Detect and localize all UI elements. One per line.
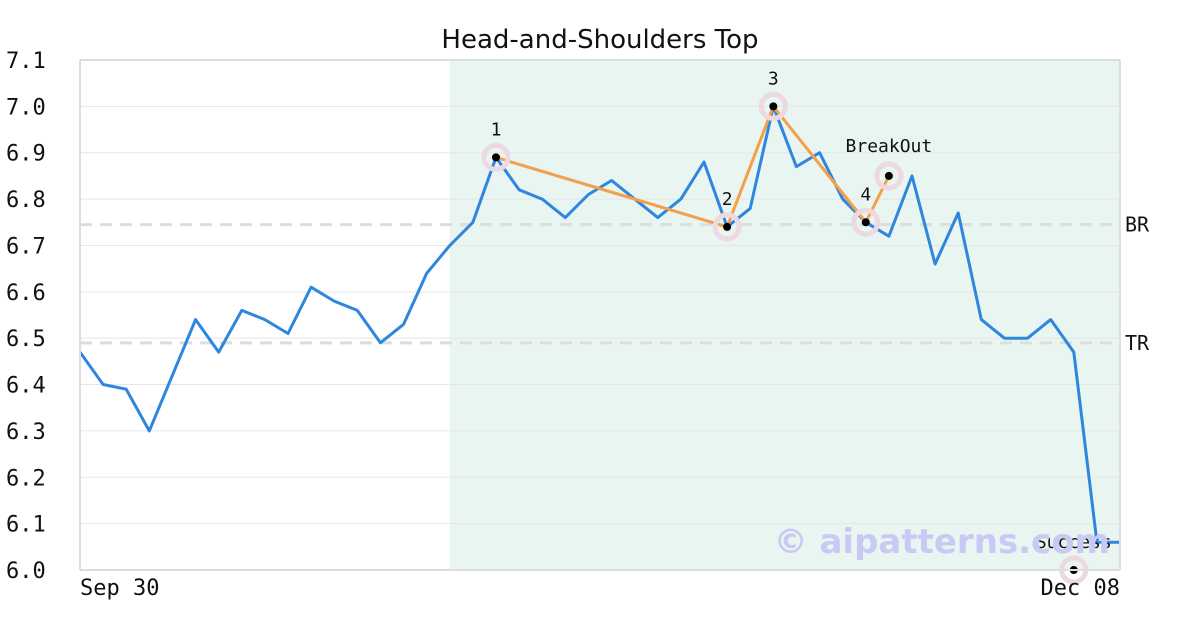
marker-label: 3 [768, 68, 779, 89]
y-tick-label: 6.4 [6, 374, 46, 399]
y-tick-label: 6.5 [6, 327, 46, 352]
x-tick-label: Dec 08 [1041, 576, 1120, 601]
marker-dot [861, 218, 870, 227]
y-tick-label: 6.1 [6, 513, 46, 538]
marker-dot [769, 102, 778, 111]
marker-label: BreakOut [846, 136, 933, 157]
y-tick-label: 6.0 [6, 559, 46, 584]
watermark: © aipatterns.com [774, 522, 1110, 562]
y-tick-label: 7.1 [6, 49, 46, 74]
level-label-br: BR [1125, 213, 1150, 237]
y-tick-label: 6.9 [6, 142, 46, 167]
pattern-region [449, 60, 1120, 570]
marker-ring [758, 91, 788, 121]
y-tick-label: 6.7 [6, 234, 46, 259]
marker-dot [884, 171, 893, 180]
marker-label: 4 [860, 184, 871, 205]
y-tick-label: 7.0 [6, 95, 46, 120]
y-tick-label: 6.3 [6, 420, 46, 445]
marker-label: 2 [722, 189, 733, 210]
marker-label: 1 [491, 119, 502, 140]
marker-ring [712, 212, 742, 242]
marker-label: Success [1036, 532, 1112, 553]
y-tick-label: 6.8 [6, 188, 46, 213]
marker-ring [874, 161, 904, 191]
x-tick-label: Sep 30 [80, 576, 159, 601]
marker-dot [723, 222, 732, 231]
marker-ring [851, 207, 881, 237]
level-label-tr: TR [1125, 331, 1150, 355]
y-tick-label: 6.6 [6, 281, 46, 306]
marker-ring [481, 142, 511, 172]
marker-dot [492, 153, 500, 162]
chart-title: Head-and-Shoulders Top [441, 25, 758, 55]
y-tick-label: 6.2 [6, 466, 46, 491]
